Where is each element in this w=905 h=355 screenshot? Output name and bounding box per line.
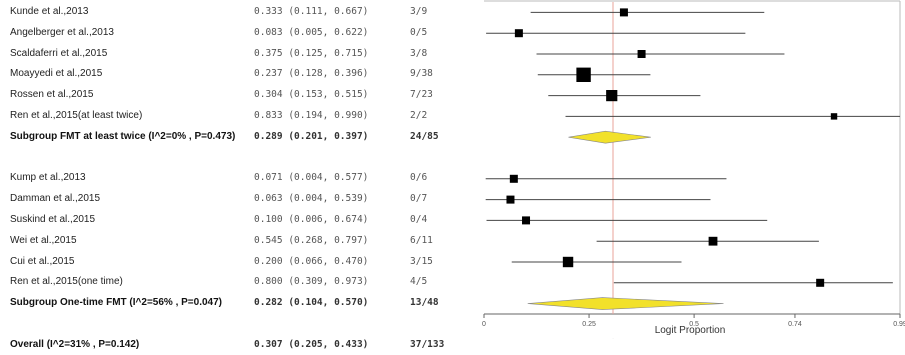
events-ratio: 0/7 bbox=[410, 193, 428, 205]
study-label: Cui et al.,2015 bbox=[10, 255, 75, 267]
study-row: Wei et al.,2015 0.545 (0.268, 0.797) 6/11 bbox=[0, 231, 480, 251]
study-label: Kunde et al.,2013 bbox=[10, 6, 89, 17]
events-ratio: 6/11 bbox=[410, 234, 433, 246]
subgroup-row: Subgroup One-time FMT (I^2=56% , P=0.047… bbox=[0, 293, 480, 313]
study-row: Suskind et al.,2015 0.100 (0.006, 0.674) 0… bbox=[0, 210, 480, 230]
estimate-ci: 0.545 (0.268, 0.797) bbox=[254, 234, 369, 246]
estimate-ci: 0.083 (0.005, 0.622) bbox=[254, 26, 369, 38]
events-ratio: 0/6 bbox=[410, 172, 428, 184]
study-label: Damman et al.,2015 bbox=[10, 193, 101, 205]
study-label: Subgroup FMT at least twice (I^2=0% , P=… bbox=[10, 130, 236, 142]
point-estimate-square bbox=[708, 236, 718, 246]
events-ratio: 4/5 bbox=[410, 276, 428, 288]
study-label: Suskind et al.,2015 bbox=[10, 214, 96, 225]
study-row: Ren et al.,2015(at least twice) 0.833 (0.… bbox=[0, 106, 480, 126]
subgroup-diamond bbox=[527, 297, 724, 310]
study-row: Scaldaferri et al.,2015 0.375 (0.125, 0.7… bbox=[0, 44, 480, 64]
point-estimate-square bbox=[509, 174, 518, 183]
events-ratio: 24/85 bbox=[410, 130, 439, 142]
x-tick-label: 0.74 bbox=[788, 321, 802, 328]
events-ratio: 13/48 bbox=[410, 297, 439, 309]
point-estimate-square bbox=[506, 195, 515, 204]
events-ratio: 3/9 bbox=[410, 6, 428, 17]
study-label: Rossen et al.,2015 bbox=[10, 89, 94, 101]
point-estimate-square bbox=[514, 29, 523, 38]
x-axis-title: Logit Proportion bbox=[655, 325, 726, 336]
estimate-ci: 0.333 (0.111, 0.667) bbox=[254, 6, 369, 17]
estimate-ci: 0.063 (0.004, 0.539) bbox=[254, 193, 369, 205]
study-label: Wei et al.,2015 bbox=[10, 234, 77, 246]
x-tick-label: 0.99 bbox=[893, 321, 905, 328]
study-label: Subgroup One-time FMT (I^2=56% , P=0.047… bbox=[10, 297, 222, 309]
events-ratio: 0/5 bbox=[410, 26, 428, 38]
point-estimate-square bbox=[606, 90, 618, 102]
study-row: Kump et al.,2013 0.071 (0.004, 0.577) 0/6 bbox=[0, 168, 480, 188]
x-tick-label: 0.25 bbox=[582, 321, 596, 328]
point-estimate-square bbox=[830, 113, 838, 120]
estimate-ci: 0.071 (0.004, 0.577) bbox=[254, 172, 369, 184]
point-estimate-square bbox=[619, 8, 628, 17]
estimate-ci: 0.375 (0.125, 0.715) bbox=[254, 47, 369, 59]
point-estimate-square bbox=[562, 256, 574, 268]
study-row: Damman et al.,2015 0.063 (0.004, 0.539) 0/… bbox=[0, 189, 480, 209]
point-estimate-square bbox=[576, 67, 591, 82]
estimate-ci: 0.289 (0.201, 0.397) bbox=[254, 130, 369, 142]
estimate-ci: 0.100 (0.006, 0.674) bbox=[254, 214, 369, 225]
study-row: Ren et al.,2015(one time) 0.800 (0.309, 0… bbox=[0, 272, 480, 292]
events-ratio: 0/4 bbox=[410, 214, 428, 225]
study-label: Scaldaferri et al.,2015 bbox=[10, 47, 108, 59]
forest-plot-area: Logit Proportion 0 0.25 0.5 0.74 0.99 bbox=[482, 0, 905, 339]
point-estimate-square bbox=[522, 216, 531, 225]
estimate-ci: 0.282 (0.104, 0.570) bbox=[254, 297, 369, 309]
study-label: Ren et al.,2015(one time) bbox=[10, 276, 123, 288]
study-label: Ren et al.,2015(at least twice) bbox=[10, 110, 143, 121]
x-tick-label: 0 bbox=[482, 321, 486, 328]
study-row: Angelberger et al.,2013 0.083 (0.005, 0.6… bbox=[0, 23, 480, 43]
events-ratio: 3/15 bbox=[410, 255, 433, 267]
study-row: Kunde et al.,2013 0.333 (0.111, 0.667) 3/9 bbox=[0, 2, 480, 22]
events-ratio: 7/23 bbox=[410, 89, 433, 101]
estimate-ci: 0.833 (0.194, 0.990) bbox=[254, 110, 369, 121]
point-estimate-square bbox=[637, 50, 646, 58]
events-ratio: 9/38 bbox=[410, 68, 433, 80]
study-row: Cui et al.,2015 0.200 (0.066, 0.470) 3/15 bbox=[0, 252, 480, 272]
estimate-ci: 0.200 (0.066, 0.470) bbox=[254, 255, 369, 267]
point-estimate-square bbox=[816, 278, 825, 287]
estimate-ci: 0.237 (0.128, 0.396) bbox=[254, 68, 369, 80]
x-tick-label: 0.5 bbox=[689, 321, 699, 328]
events-ratio: 3/8 bbox=[410, 47, 428, 59]
estimate-ci: 0.800 (0.309, 0.973) bbox=[254, 276, 369, 288]
study-row: Moayyedi et al.,2015 0.237 (0.128, 0.396)… bbox=[0, 64, 480, 84]
subgroup-diamond bbox=[568, 130, 651, 144]
study-label: Angelberger et al.,2013 bbox=[10, 26, 114, 38]
subgroup-row: Subgroup FMT at least twice (I^2=0% , P=… bbox=[0, 127, 480, 147]
study-row: Rossen et al.,2015 0.304 (0.153, 0.515) 7/… bbox=[0, 85, 480, 105]
study-label: Kump et al.,2013 bbox=[10, 172, 86, 184]
study-label: Moayyedi et al.,2015 bbox=[10, 68, 103, 80]
events-ratio: 2/2 bbox=[410, 110, 428, 121]
estimate-ci: 0.304 (0.153, 0.515) bbox=[254, 89, 369, 101]
